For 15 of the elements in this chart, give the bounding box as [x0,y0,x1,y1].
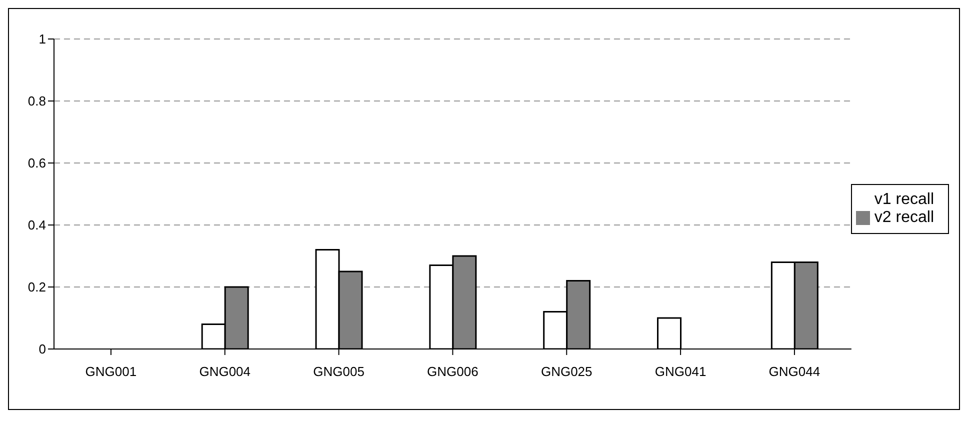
legend-label: v2 recall [874,209,934,226]
y-tick-label: 0.4 [28,218,46,233]
y-tick-label: 0 [38,342,46,357]
x-tick-label: GNG025 [540,364,592,380]
y-tick-label: 0.8 [28,94,46,109]
y-tick-label: 1 [38,32,46,47]
x-tick-label: GNG041 [654,364,706,380]
x-tick-label: GNG004 [199,364,251,380]
x-tick-label: GNG001 [85,364,137,380]
y-tick-label: 0.6 [28,156,46,171]
x-tick-label: GNG005 [313,364,364,380]
y-tick-label: 0.2 [28,280,46,295]
x-tick-label: GNG006 [427,364,478,380]
text: v1 recall [874,191,934,208]
x-tick-label: GNG044 [768,364,820,380]
